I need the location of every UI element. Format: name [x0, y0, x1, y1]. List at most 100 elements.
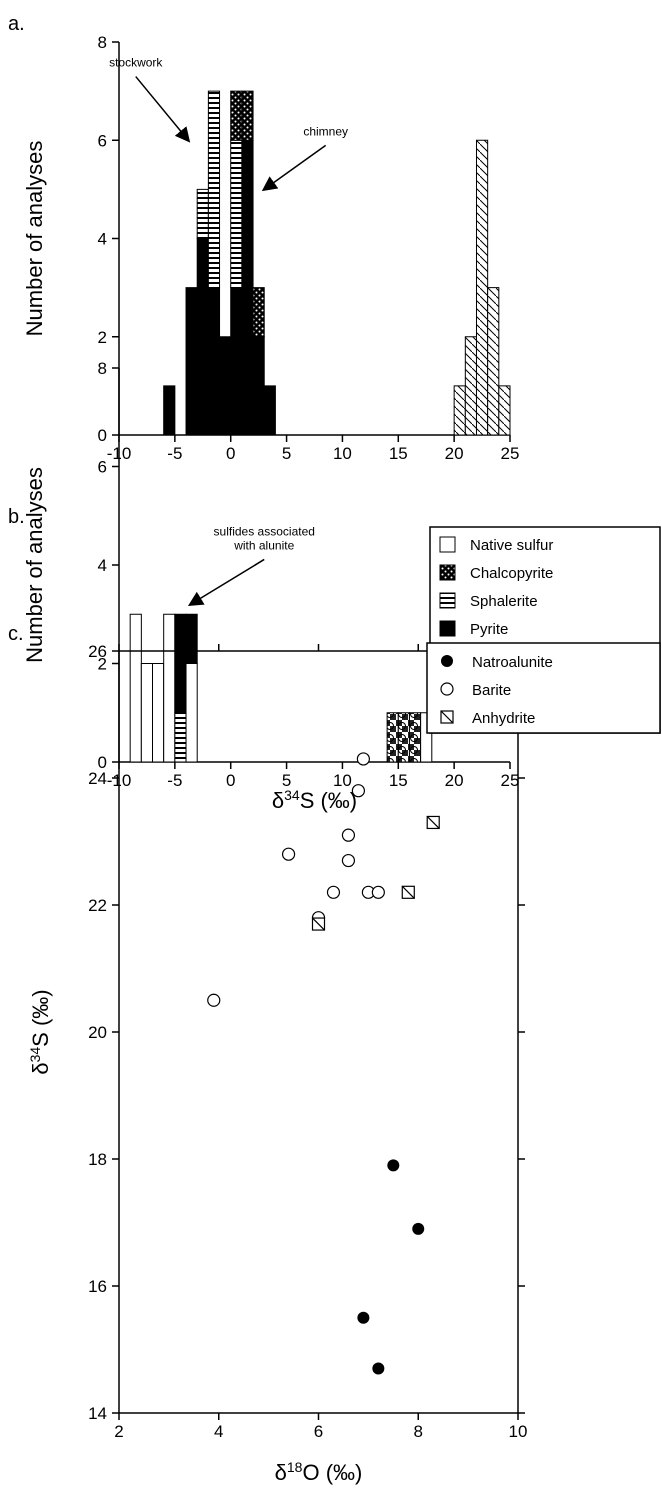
histogram-bar: [163, 613, 176, 763]
y-tick-label: 20: [88, 1023, 107, 1042]
point: [426, 815, 440, 830]
y-tick-label: 4: [98, 230, 107, 249]
y-tick-label: 6: [98, 131, 107, 150]
label-part: 34: [27, 1047, 43, 1063]
histogram-bar: [196, 238, 209, 436]
point: [326, 885, 341, 899]
annotation-line: with alunite: [233, 538, 294, 552]
histogram-bar: [453, 385, 466, 436]
annotation: stockwork: [109, 56, 163, 70]
histogram-bar: [163, 385, 176, 436]
annotation: chimney: [303, 124, 348, 138]
point: [351, 784, 365, 798]
label-part: O (‰): [302, 1460, 362, 1485]
y-tick-label: 2: [98, 655, 107, 674]
legend-label: Native sulfur: [470, 537, 553, 554]
legend-label: Natroalunite: [472, 654, 553, 671]
x-tick-label: 20: [445, 771, 464, 790]
legend-marker: [440, 682, 454, 696]
histogram-bar: [475, 139, 489, 436]
point: [401, 885, 415, 899]
label-part: δ: [272, 788, 284, 813]
histogram-bar: [185, 663, 198, 763]
histogram-bar: [140, 663, 154, 763]
label-part: δ: [28, 1062, 53, 1074]
histogram-bar: [420, 712, 433, 763]
annotation-arrow: [135, 76, 191, 143]
histogram-bar: [230, 139, 243, 289]
histogram-bar: [230, 90, 243, 141]
histogram-bar: [174, 613, 187, 714]
point: [371, 885, 385, 899]
y-tick-label: 4: [98, 556, 107, 575]
panel-label: b.: [8, 506, 25, 528]
point: [357, 1311, 370, 1324]
x-tick-label: 10: [509, 1422, 528, 1441]
x-tick-label: 8: [414, 1422, 423, 1441]
x-tick-label: 6: [314, 1422, 323, 1441]
panel-label: a.: [8, 13, 25, 35]
histogram-bar: [129, 613, 142, 763]
histogram-bar: [252, 287, 265, 338]
label-part: S (‰): [300, 788, 357, 813]
legend-box: [426, 642, 661, 734]
legend-label: Anhydrite: [472, 710, 535, 727]
x-tick-label: 0: [226, 444, 235, 463]
x-tick-label: 5: [282, 444, 291, 463]
legend-label: Barite: [472, 682, 511, 699]
point: [341, 853, 356, 868]
legend-swatch: [439, 620, 456, 637]
point-slash: [401, 885, 415, 899]
x-tick-label: -5: [167, 771, 182, 790]
x-tick-label: 25: [501, 444, 520, 463]
histogram-bar: [230, 287, 243, 436]
point: [372, 1362, 385, 1375]
point-slash: [312, 917, 325, 931]
histogram-bar: [408, 712, 422, 763]
y-tick-label: 0: [98, 753, 107, 772]
y-tick-label: 22: [88, 896, 107, 915]
legend-label: Pyrite: [470, 621, 508, 638]
point: [412, 1222, 425, 1235]
point: [311, 917, 326, 931]
y-tick-label: 0: [98, 426, 107, 445]
y-tick-label: 16: [88, 1277, 107, 1296]
histogram-bar: [152, 663, 165, 763]
histogram-bar: [241, 139, 254, 436]
x-axis-label: δ34S (‰): [272, 787, 357, 813]
annotation-arrow: [187, 558, 265, 606]
histogram-bar: [185, 613, 198, 664]
y-tick-label: 2: [98, 328, 107, 347]
point: [207, 993, 221, 1007]
y-axis-label: δ34S (‰): [27, 989, 53, 1074]
point: [387, 1159, 400, 1172]
histogram-bar: [185, 287, 198, 436]
label-part: 18: [287, 1459, 303, 1475]
label-part: 34: [284, 787, 300, 803]
label-part: δ: [275, 1460, 287, 1485]
annotation: sulfides associated with alunite: [214, 524, 315, 552]
y-axis-label: Number of analyses: [22, 467, 47, 663]
legend-marker: [441, 655, 453, 667]
y-tick-label: 14: [88, 1404, 107, 1423]
histogram-bar: [252, 336, 265, 436]
x-tick-label: 25: [501, 771, 520, 790]
x-tick-label: -5: [167, 444, 182, 463]
annotation-line: chimney: [303, 124, 348, 138]
panel-label: c.: [8, 623, 24, 645]
histogram-bar: [464, 336, 477, 436]
y-tick-label: 8: [98, 33, 107, 52]
y-tick-label: 6: [98, 458, 107, 477]
legend-marker: [440, 710, 454, 724]
legend-swatch: [439, 592, 456, 609]
x-tick-label: 2: [114, 1422, 123, 1441]
point: [356, 752, 370, 766]
point: [281, 847, 296, 861]
x-axis-label: δ18O (‰): [275, 1459, 363, 1485]
x-tick-label: 10: [333, 444, 352, 463]
histogram-bar: [196, 188, 209, 239]
x-tick-label: 20: [445, 444, 464, 463]
legend-swatch: [439, 536, 456, 553]
